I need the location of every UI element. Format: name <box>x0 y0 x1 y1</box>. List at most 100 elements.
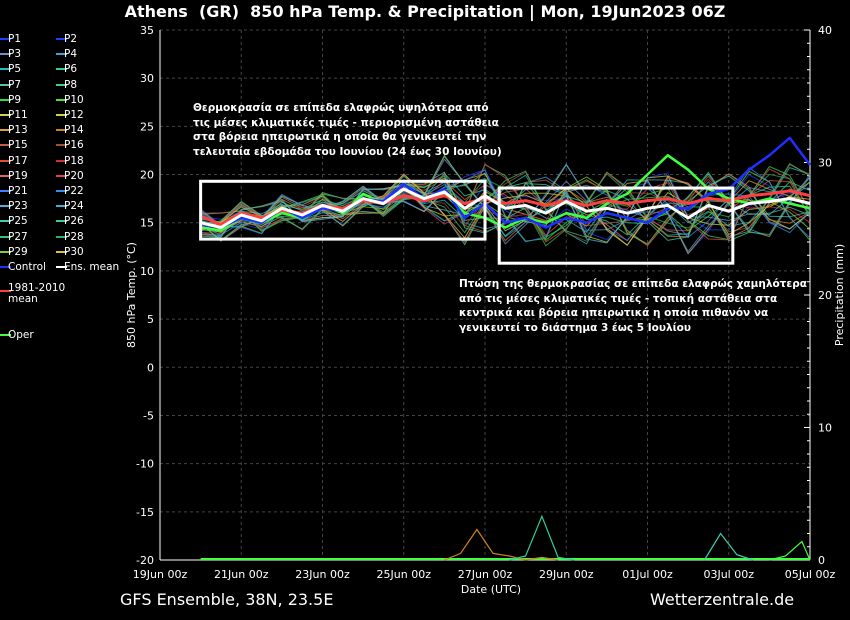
y-tick-label: 5 <box>147 313 154 326</box>
legend-label: P22 <box>64 185 84 197</box>
y-tick-label: 10 <box>140 265 154 278</box>
legend-swatch <box>0 235 11 238</box>
x-tick-label: 03Jul 00z <box>703 568 754 581</box>
annotation-left: Θερμοκρασία σε επίπεδα ελαφρώς υψηλότερα… <box>193 102 502 158</box>
legend-label: P14 <box>64 124 84 137</box>
legend-swatch <box>56 220 67 223</box>
legend-swatch <box>56 144 67 147</box>
annotation-right: Πτώση της θερμοκρασίας σε επίπεδα ελαφρώ… <box>459 278 807 334</box>
y2-tick-label: 30 <box>818 157 832 170</box>
x-tick-label: 29Jun 00z <box>539 568 594 581</box>
legend-swatch <box>0 98 11 101</box>
legend-label: P8 <box>64 78 78 91</box>
precip-line <box>444 528 559 561</box>
legend-swatch <box>56 129 67 132</box>
legend-swatch <box>56 68 67 71</box>
legend-label: P27 <box>8 230 28 243</box>
legend-label: P2 <box>64 33 78 45</box>
legend-swatch <box>0 205 11 208</box>
legend-swatch <box>0 83 11 86</box>
x-tick-label: 27Jun 00z <box>458 568 513 581</box>
ensemble-member-line <box>200 170 811 242</box>
legend-label: P26 <box>64 215 84 228</box>
legend-label: P16 <box>64 139 84 152</box>
x-tick-label: 05Jul 00z <box>785 568 836 581</box>
x-axis-label: Date (UTC) <box>461 583 521 596</box>
y-tick-label: 0 <box>147 361 154 374</box>
ensemble-member-line <box>200 178 811 253</box>
legend-swatch <box>0 38 11 40</box>
y2-tick-label: 20 <box>818 289 832 302</box>
precip-line <box>509 514 575 561</box>
series-line-ens-mean <box>200 187 811 229</box>
legend-swatch <box>0 159 11 162</box>
legend-swatch <box>56 159 67 162</box>
legend-swatch <box>0 144 11 147</box>
legend-label: P13 <box>8 124 28 137</box>
legend-swatch <box>56 205 67 208</box>
legend-label: P20 <box>64 169 84 182</box>
legend-label: Ens. mean <box>64 261 120 273</box>
legend-swatch <box>0 190 11 192</box>
legend-swatch <box>0 266 11 268</box>
y-tick-label: -5 <box>143 409 154 422</box>
series-line-1981-2010 <box>200 189 811 227</box>
legend-label: P19 <box>8 169 28 182</box>
legend-swatch <box>56 190 67 192</box>
footer-site: Wetterzentrale.de <box>650 590 795 609</box>
legend-label: P5 <box>8 63 22 76</box>
legend-swatch <box>56 266 67 268</box>
y2-tick-label: 40 <box>818 24 832 37</box>
legend-label: P24 <box>64 200 84 213</box>
legend-swatch <box>0 220 11 223</box>
y-tick-label: -15 <box>136 506 154 519</box>
legend-label: Oper <box>8 329 34 341</box>
x-tick-label: 23Jun 00z <box>295 568 350 581</box>
legend-swatch <box>0 250 11 253</box>
chart-title: Athens (GR) 850 hPa Temp. & Precipitatio… <box>124 2 726 21</box>
y-tick-label: 30 <box>140 72 154 85</box>
y-tick-label: 25 <box>140 120 154 133</box>
series-line-control <box>200 136 811 229</box>
legend-swatch <box>56 114 67 116</box>
precip-line <box>769 540 811 561</box>
legend-swatch <box>0 290 11 292</box>
x-tick-label: 25Jun 00z <box>377 568 432 581</box>
legend-label: P3 <box>8 48 22 61</box>
legend-label: P12 <box>64 109 84 121</box>
y-tick-label: 15 <box>140 217 154 230</box>
legend-label: P17 <box>8 154 28 167</box>
highlight-box-left <box>199 179 487 241</box>
legend-label: P7 <box>8 78 22 91</box>
highlight-box-right <box>497 186 735 265</box>
y2-axis-label: Precipitation (mm) <box>833 244 846 346</box>
footer-source: GFS Ensemble, 38N, 23.5E <box>120 590 334 609</box>
legend-swatch <box>56 98 67 101</box>
y2-tick-label: 10 <box>818 422 832 435</box>
precip-line <box>703 532 754 561</box>
legend-swatch <box>0 174 11 177</box>
legend-label: P25 <box>8 215 28 228</box>
x-tick-label: 19Jun 00z <box>133 568 188 581</box>
y-tick-label: 35 <box>140 24 154 37</box>
legend-swatch <box>56 83 67 86</box>
legend-label: P30 <box>64 245 84 258</box>
legend-label: P28 <box>64 230 84 243</box>
legend-swatch <box>56 174 67 177</box>
legend-label: P15 <box>8 139 28 152</box>
legend-swatch <box>0 334 11 336</box>
ensemble-member-line <box>200 176 811 245</box>
legend-label: P1 <box>8 33 22 45</box>
legend-swatch <box>0 53 11 56</box>
legend-label: P29 <box>8 245 28 258</box>
legend-label: P18 <box>64 154 84 167</box>
legend-label: P10 <box>64 93 84 106</box>
legend-swatch <box>56 250 67 253</box>
y-axis-label: 850 hPa Temp. (°C) <box>125 242 138 348</box>
x-tick-label: 01Jul 00z <box>622 568 673 581</box>
legend-swatch <box>56 235 67 238</box>
legend-label: P11 <box>8 109 28 121</box>
legend-label: P23 <box>8 200 28 213</box>
y-tick-label: 20 <box>140 169 154 182</box>
